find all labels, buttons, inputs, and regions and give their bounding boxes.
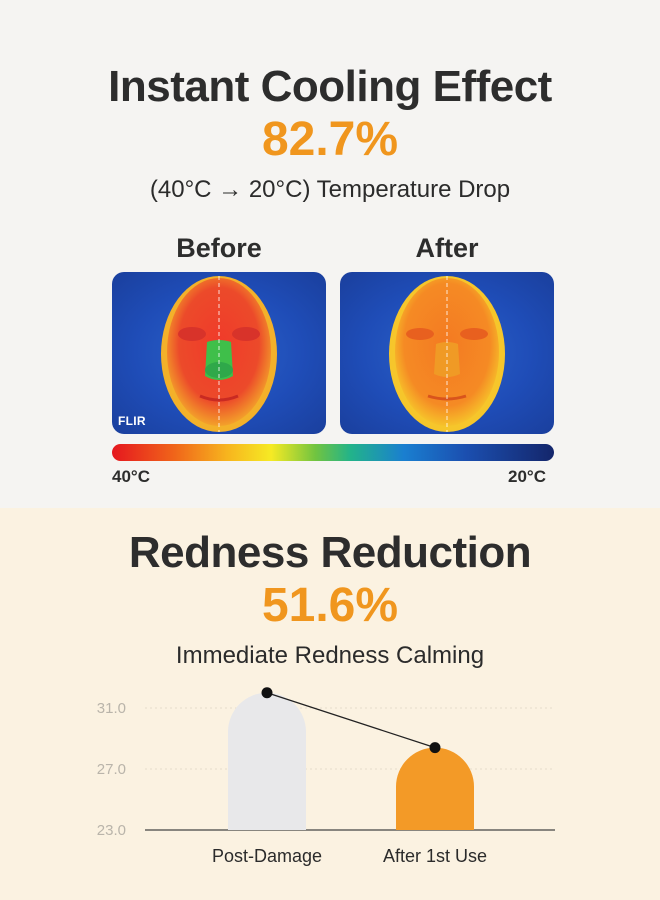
before-thermal-image: FLIR [112, 272, 326, 434]
scale-high-label: 40°C [112, 467, 150, 486]
redness-subtitle: Immediate Redness Calming [175, 642, 485, 669]
trend-line [266, 692, 436, 749]
cooling-title: Instant Cooling Effect [108, 62, 552, 111]
redness-section [0, 508, 660, 900]
y-tick-label: 23.0 [97, 822, 126, 839]
after-thermal-image [340, 272, 554, 434]
trend-point [261, 687, 273, 699]
cooling-subtitle: (40°C → 20°C) Temperature Drop [149, 176, 511, 203]
flir-watermark: FLIR [118, 414, 146, 428]
redness-title: Redness Reduction [128, 528, 532, 577]
bar-after-1st-use [396, 747, 474, 830]
x-category-label: Post-Damage [212, 846, 322, 866]
after-label: After [415, 233, 479, 263]
y-tick-label: 27.0 [97, 761, 126, 778]
before-label: Before [176, 233, 262, 263]
cooling-percent: 82.7% [261, 113, 399, 166]
bar-post-damage [228, 692, 306, 830]
trend-point [429, 742, 441, 754]
redness-chart: 31.0 27.0 23.0 Post-Damage After 1st Use [97, 687, 555, 866]
y-tick-label: 31.0 [97, 700, 126, 717]
temperature-scale-bar [112, 444, 554, 461]
redness-percent: 51.6% [261, 579, 399, 632]
scale-low-label: 20°C [508, 467, 546, 486]
x-category-label: After 1st Use [383, 846, 487, 866]
